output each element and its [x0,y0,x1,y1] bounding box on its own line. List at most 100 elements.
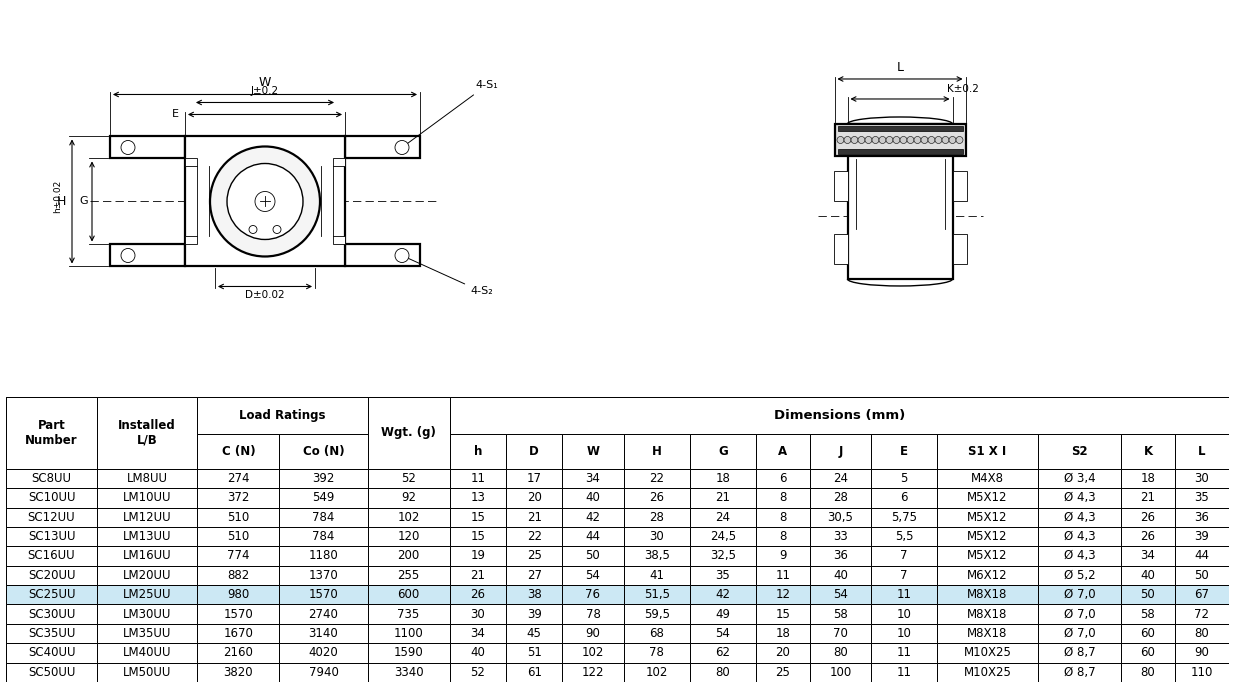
Bar [937,434,1037,469]
Bar [1037,643,1121,663]
Bar [871,527,937,546]
Text: 8: 8 [779,491,787,505]
Text: 735: 735 [398,608,420,621]
Circle shape [879,136,885,143]
Text: 30: 30 [471,608,485,621]
Bar [1174,488,1229,507]
Text: 39: 39 [527,608,542,621]
Text: SC16UU: SC16UU [27,550,75,563]
Circle shape [900,136,906,143]
Bar [834,171,847,201]
Bar [110,244,185,267]
Circle shape [927,136,935,143]
Bar [96,469,198,488]
Text: LM16UU: LM16UU [122,550,172,563]
Bar [847,124,952,279]
Text: 80: 80 [1194,627,1209,640]
Bar [810,434,871,469]
Bar [1121,488,1174,507]
Text: 15: 15 [471,530,485,543]
Bar [368,469,450,488]
Bar [450,565,506,585]
Text: 41: 41 [650,569,664,582]
Bar [96,488,198,507]
Text: 90: 90 [585,627,600,640]
Bar [368,488,450,507]
Bar [690,585,756,604]
Bar [756,585,810,604]
Bar [6,397,96,469]
Text: Wgt. (g): Wgt. (g) [382,426,436,439]
Bar [1037,565,1121,585]
Bar [450,643,506,663]
Bar [562,546,624,565]
Text: H: H [652,445,662,458]
Text: 78: 78 [650,647,664,659]
Bar [506,643,562,663]
Bar [450,434,506,469]
Bar [506,434,562,469]
Bar [690,604,756,624]
Bar [562,663,624,682]
Bar [450,585,506,604]
Text: 3340: 3340 [394,666,424,679]
Bar [1174,546,1229,565]
Circle shape [254,192,275,211]
Bar [756,507,810,527]
Text: 120: 120 [398,530,420,543]
Text: 80: 80 [1141,666,1156,679]
Bar [6,663,96,682]
Text: Co (N): Co (N) [303,445,345,458]
Circle shape [273,226,282,233]
Bar [810,643,871,663]
Bar [837,149,962,154]
Text: Ø 8,7: Ø 8,7 [1063,666,1095,679]
Bar [756,604,810,624]
Circle shape [395,140,409,155]
Text: M6X12: M6X12 [967,569,1008,582]
Bar [937,663,1037,682]
Bar [450,546,506,565]
Text: Ø 4,3: Ø 4,3 [1063,511,1095,524]
Bar [690,565,756,585]
Text: 7940: 7940 [309,666,338,679]
Text: 28: 28 [650,511,664,524]
Text: 8: 8 [779,511,787,524]
Text: 62: 62 [715,647,730,659]
Text: 1370: 1370 [309,569,338,582]
Text: 6: 6 [900,491,908,505]
Text: 25: 25 [527,550,542,563]
Text: 40: 40 [1141,569,1156,582]
Bar [368,507,450,527]
Text: Load Ratings: Load Ratings [240,409,326,422]
Bar [834,234,847,264]
Bar [279,434,368,469]
Text: 68: 68 [650,627,664,640]
Bar [690,624,756,643]
Circle shape [906,136,914,143]
Bar [368,624,450,643]
Text: 13: 13 [471,491,485,505]
Bar [6,488,96,507]
Text: 392: 392 [312,472,335,485]
Text: 33: 33 [834,530,848,543]
Bar [690,663,756,682]
Text: W: W [259,76,272,89]
Ellipse shape [210,147,320,256]
Bar [96,565,198,585]
Bar [810,663,871,682]
Bar [506,663,562,682]
Bar [1174,434,1229,469]
Bar [1121,507,1174,527]
Text: 372: 372 [227,491,249,505]
Bar [368,397,450,469]
Bar [1037,585,1121,604]
Text: 34: 34 [1141,550,1156,563]
Text: 8: 8 [779,530,787,543]
Text: Ø 4,3: Ø 4,3 [1063,530,1095,543]
Text: 78: 78 [585,608,600,621]
Bar [690,527,756,546]
Text: 34: 34 [585,472,600,485]
Bar [198,397,368,434]
Text: 40: 40 [585,491,600,505]
